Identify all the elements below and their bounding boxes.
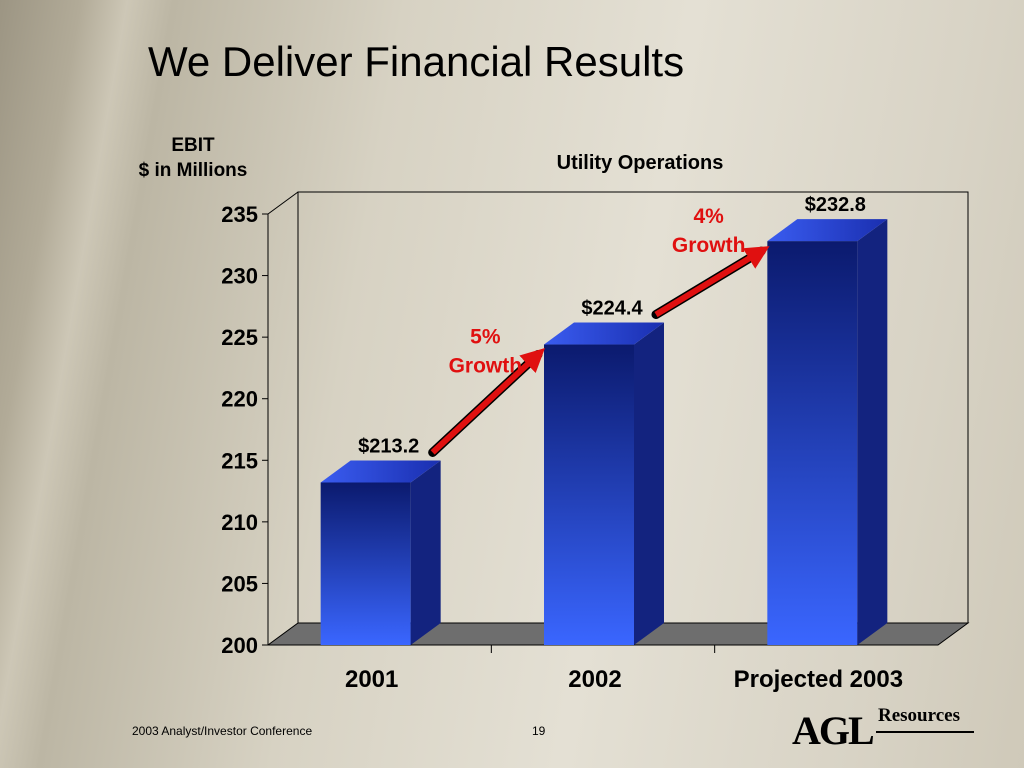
growth-label: Growth — [672, 234, 746, 257]
agl-resources-logo: AGL Resources — [792, 703, 992, 753]
growth-arrow — [430, 347, 546, 455]
x-tick-label: Projected 2003 — [734, 666, 903, 693]
side-wall-top-edge — [267, 191, 299, 215]
bars — [320, 219, 888, 645]
bar-2002 — [544, 322, 664, 645]
bar-front — [767, 241, 858, 645]
bar-side — [410, 460, 441, 645]
y-tick-label: 225 — [221, 325, 258, 350]
bar-projected-2003 — [767, 219, 888, 645]
bar-top — [767, 219, 888, 242]
growth-label: 4% — [693, 205, 724, 228]
data-label: $213.2 — [358, 435, 419, 457]
chart-title: Utility Operations — [556, 152, 724, 174]
y-tick-label: 235 — [221, 202, 258, 227]
bar-front — [320, 482, 411, 645]
bar-top — [320, 460, 441, 483]
slide-title: We Deliver Financial Results — [148, 38, 685, 85]
x-tick-label: 2002 — [568, 666, 621, 693]
y-tick-label: 220 — [221, 387, 258, 412]
bar-side — [857, 219, 888, 645]
bar-side — [634, 322, 664, 645]
page-number: 19 — [532, 724, 546, 738]
y-tick-label: 205 — [221, 571, 258, 596]
bar-2001 — [320, 460, 441, 645]
data-label: $224.4 — [581, 298, 643, 320]
y-axis: 200 205 210 215 220 225 230 235 — [221, 202, 938, 658]
ebit-bar-chart: 200 205 210 215 220 225 230 235 $213.2 2001 $224.… — [221, 191, 970, 693]
y-tick-label: 215 — [221, 448, 258, 473]
labels: $213.2 2001 $224.4 2002 $232.8 Projected 2003 — [345, 194, 903, 693]
agl-logo-mark: AGL — [792, 708, 875, 753]
y-tick-label: 210 — [221, 510, 258, 535]
y-axis-label-line-2: $ in Millions — [138, 160, 248, 181]
bar-front — [544, 344, 634, 645]
growth-label: Growth — [449, 354, 523, 377]
logo-underline — [876, 731, 974, 733]
growth-label: 5% — [470, 325, 501, 348]
growth-arrow — [654, 246, 770, 318]
bar-top — [544, 322, 664, 345]
growth-annotations: 5% Growth 4% Growth — [428, 205, 770, 457]
x-tick-label: 2001 — [345, 666, 398, 693]
data-label: $232.8 — [805, 194, 866, 216]
y-axis-label: EBIT $ in Millions — [118, 133, 268, 183]
y-axis-label-line-1: EBIT — [171, 135, 215, 156]
footer-conference: 2003 Analyst/Investor Conference — [132, 724, 313, 738]
y-tick-label: 230 — [221, 264, 258, 289]
logo-resources-text: Resources — [878, 705, 960, 726]
y-tick-label: 200 — [221, 633, 258, 658]
